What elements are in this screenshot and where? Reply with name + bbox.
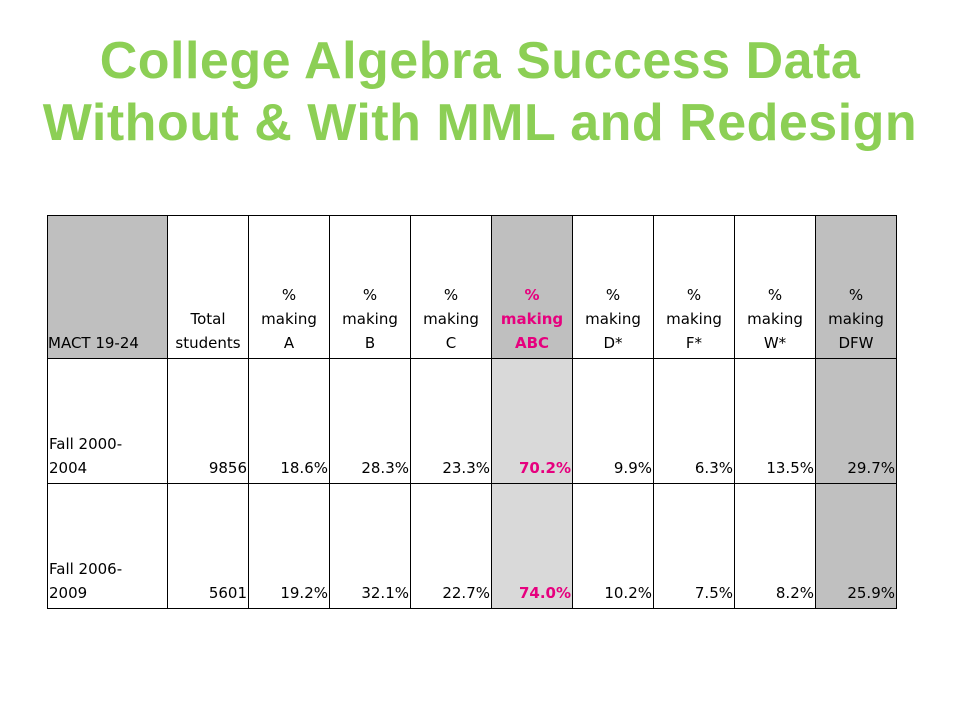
row-label-line1: Fall 2000- <box>49 435 123 453</box>
header-total-students: Total students <box>167 215 249 359</box>
header-pct-w: % making W* <box>734 215 816 359</box>
header-b-line1: % <box>362 286 378 304</box>
header-f-line1: % <box>686 286 702 304</box>
header-pct-a: % making A <box>248 215 330 359</box>
header-a-line2: making <box>261 310 317 328</box>
cell-pct-dfw: 25.9% <box>815 483 897 609</box>
header-abc-line2: making <box>500 310 564 328</box>
cell-total: 5601 <box>167 483 249 609</box>
header-a-line1: % <box>281 286 297 304</box>
header-a-line3: A <box>283 334 295 352</box>
table-row: Fall 2000- 2004 9856 18.6% 28.3% 23.3% 7… <box>47 358 897 484</box>
header-d-line2: making <box>585 310 641 328</box>
cell-pct-dfw: 29.7% <box>815 358 897 484</box>
header-abc-line3: ABC <box>514 334 550 352</box>
header-c-line3: C <box>445 334 457 352</box>
row-label-line2: 2004 <box>49 459 88 477</box>
header-pct-b: % making B <box>329 215 411 359</box>
cell-pct-c: 22.7% <box>410 483 492 609</box>
cell-pct-f: 7.5% <box>653 483 735 609</box>
cell-total: 9856 <box>167 358 249 484</box>
header-abc-line1: % <box>524 286 540 304</box>
header-mact-label: MACT 19-24 <box>48 334 139 352</box>
header-total-line1: Total <box>190 310 226 328</box>
header-f-line2: making <box>666 310 722 328</box>
cell-pct-d: 10.2% <box>572 483 654 609</box>
header-c-line2: making <box>423 310 479 328</box>
cell-pct-d: 9.9% <box>572 358 654 484</box>
cell-pct-b: 28.3% <box>329 358 411 484</box>
header-d-line3: D* <box>603 334 623 352</box>
slide-title: College Algebra Success Data Without & W… <box>0 30 960 154</box>
title-line-1: College Algebra Success Data <box>99 32 861 90</box>
header-dfw-line2: making <box>828 310 884 328</box>
header-pct-c: % making C <box>410 215 492 359</box>
header-pct-d: % making D* <box>572 215 654 359</box>
cell-pct-abc: 70.2% <box>491 358 573 484</box>
row-label-line2: 2009 <box>49 584 88 602</box>
header-pct-abc: % making ABC <box>491 215 573 359</box>
row-label: Fall 2000- 2004 <box>47 358 168 484</box>
cell-pct-a: 19.2% <box>248 483 330 609</box>
cell-pct-w: 8.2% <box>734 483 816 609</box>
header-pct-f: % making F* <box>653 215 735 359</box>
row-label: Fall 2006- 2009 <box>47 483 168 609</box>
header-dfw-line3: DFW <box>838 334 874 352</box>
row-label-line1: Fall 2006- <box>49 560 123 578</box>
header-f-line3: F* <box>685 334 703 352</box>
header-dfw-line1: % <box>848 286 864 304</box>
cell-pct-f: 6.3% <box>653 358 735 484</box>
header-b-line2: making <box>342 310 398 328</box>
header-c-line1: % <box>443 286 459 304</box>
header-d-line1: % <box>605 286 621 304</box>
header-w-line2: making <box>747 310 803 328</box>
cell-pct-b: 32.1% <box>329 483 411 609</box>
table-row: Fall 2006- 2009 5601 19.2% 32.1% 22.7% 7… <box>47 483 897 609</box>
cell-pct-a: 18.6% <box>248 358 330 484</box>
cell-pct-w: 13.5% <box>734 358 816 484</box>
header-pct-dfw: % making DFW <box>815 215 897 359</box>
header-mact: MACT 19-24 <box>47 215 168 359</box>
table-header-row: MACT 19-24 Total students % making A % m… <box>47 215 897 359</box>
header-total-line2: students <box>175 334 241 352</box>
header-w-line3: W* <box>763 334 787 352</box>
header-b-line3: B <box>364 334 376 352</box>
cell-pct-c: 23.3% <box>410 358 492 484</box>
cell-pct-abc: 74.0% <box>491 483 573 609</box>
success-data-table: MACT 19-24 Total students % making A % m… <box>47 215 897 609</box>
header-w-line1: % <box>767 286 783 304</box>
title-line-2: Without & With MML and Redesign <box>42 94 918 152</box>
